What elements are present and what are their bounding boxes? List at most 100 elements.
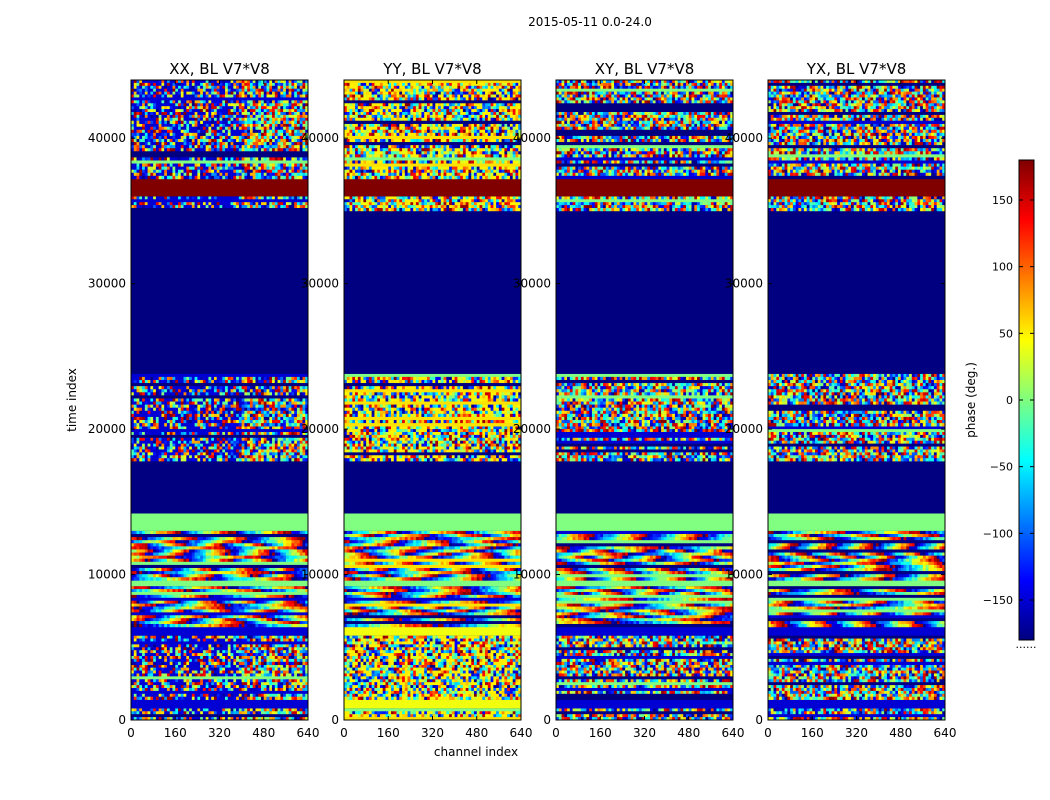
heatmap-cell <box>305 679 308 683</box>
heatmap-cell <box>247 711 251 715</box>
heatmap-cell <box>155 670 159 674</box>
heatmap-cell <box>169 398 173 402</box>
heatmap-cell <box>158 603 162 607</box>
heatmap-cell <box>216 123 220 128</box>
heatmap-cell <box>205 606 209 610</box>
heatmap-cell <box>205 603 209 607</box>
heatmap-cell <box>200 379 204 384</box>
heatmap-cell <box>147 653 151 657</box>
heatmap-cell <box>255 717 259 720</box>
heatmap-cell <box>172 624 176 628</box>
heatmap-cell <box>175 577 179 581</box>
heatmap-cell <box>255 129 259 134</box>
heatmap-cell <box>155 437 159 442</box>
heatmap-cell <box>222 638 226 642</box>
heatmap-cell <box>142 673 146 677</box>
heatmap-cell <box>131 410 135 415</box>
heatmap-cell <box>225 446 229 450</box>
heatmap-cell <box>283 656 287 660</box>
heatmap-cell <box>285 423 289 427</box>
heatmap-cell <box>225 546 229 550</box>
heatmap-cell <box>277 673 281 677</box>
heatmap-cell <box>227 615 231 619</box>
heatmap-cell <box>147 594 151 599</box>
heatmap-cell <box>274 392 278 396</box>
heatmap-cell <box>172 656 176 660</box>
heatmap-cell <box>291 386 295 390</box>
heatmap-cell <box>236 446 240 450</box>
heatmap-cell <box>191 664 195 668</box>
heatmap-cell <box>255 443 259 447</box>
heatmap-cell <box>285 673 289 677</box>
heatmap-cell <box>305 458 308 462</box>
heatmap-cell <box>233 432 237 436</box>
heatmap-cell <box>222 413 226 418</box>
heatmap-cell <box>142 443 146 447</box>
heatmap-cell <box>269 670 273 674</box>
heatmap-cell <box>211 624 215 628</box>
heatmap-cell <box>197 586 201 590</box>
heatmap-cell <box>139 135 143 140</box>
heatmap-cell <box>213 600 218 604</box>
heatmap-cell <box>266 568 270 572</box>
heatmap-cell <box>285 440 289 444</box>
heatmap-cell <box>236 685 240 689</box>
heatmap-cell <box>213 589 218 593</box>
heatmap-cell <box>222 555 226 560</box>
heatmap-cell <box>233 558 237 563</box>
heatmap-cell <box>299 129 303 134</box>
heatmap-cell <box>294 449 298 453</box>
heatmap-cell <box>274 437 278 442</box>
heatmap-cell <box>144 401 148 405</box>
heatmap-cell <box>260 540 265 544</box>
heatmap-cell <box>164 618 168 622</box>
heatmap-cell <box>296 416 301 421</box>
heatmap-cell <box>247 416 251 421</box>
heatmap-cell <box>178 123 182 128</box>
heatmap-cell <box>266 423 270 427</box>
heatmap-cell <box>233 708 237 712</box>
heatmap-cell <box>155 696 159 700</box>
heatmap-cell <box>230 458 234 462</box>
heatmap-cell <box>144 638 148 642</box>
heatmap-cell <box>225 543 229 547</box>
heatmap-cell <box>183 717 187 720</box>
heatmap-cell <box>291 455 295 459</box>
heatmap-cell <box>255 392 259 396</box>
heatmap-cell <box>238 571 242 575</box>
heatmap-cell <box>233 530 237 535</box>
heatmap-cell <box>288 594 292 599</box>
heatmap-cell <box>216 440 220 444</box>
heatmap-cell <box>183 392 187 396</box>
heatmap-cell <box>227 574 231 578</box>
heatmap-cell <box>225 449 229 453</box>
heatmap-cell <box>155 537 159 541</box>
heatmap-cell <box>155 426 159 430</box>
heatmap-cell <box>288 410 292 415</box>
heatmap-cell <box>230 202 234 206</box>
heatmap-cell <box>280 437 284 442</box>
heatmap-cell <box>131 530 135 535</box>
heatmap-cell <box>213 696 218 700</box>
heatmap-cell <box>263 653 267 657</box>
heatmap-cell <box>131 443 135 447</box>
heatmap-cell <box>225 132 229 137</box>
heatmap-cell <box>269 530 273 535</box>
heatmap-cell <box>133 123 137 128</box>
heatmap-cell <box>272 202 276 206</box>
heatmap-cell <box>142 410 146 415</box>
heatmap-cell <box>142 407 146 412</box>
heatmap-cell <box>266 416 270 421</box>
heatmap-cell <box>285 426 289 430</box>
heatmap-cell <box>258 606 262 610</box>
heatmap-cell <box>241 401 245 405</box>
heatmap-cell <box>285 650 289 654</box>
heatmap-cell <box>202 558 206 563</box>
heatmap-cell <box>136 618 140 622</box>
heatmap-cell <box>213 126 218 131</box>
heatmap-cell <box>189 386 193 390</box>
heatmap-cell <box>200 685 204 689</box>
heatmap-cell <box>205 443 209 447</box>
heatmap-cell <box>238 624 242 628</box>
heatmap-cell <box>175 401 179 405</box>
